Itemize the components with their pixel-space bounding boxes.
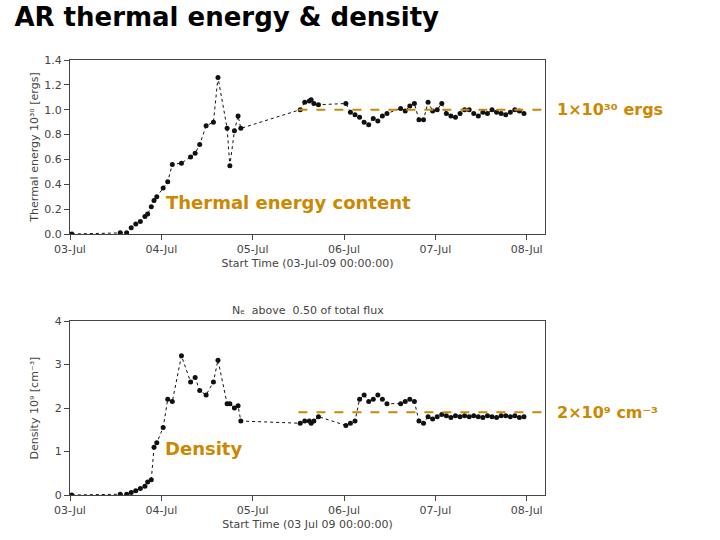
svg-text:07-Jul: 07-Jul: [419, 243, 451, 256]
svg-text:1.0: 1.0: [44, 104, 62, 117]
svg-text:Start Time (03-Jul-09 00:00:00: Start Time (03-Jul-09 00:00:00): [221, 257, 393, 270]
svg-text:06-Jul: 06-Jul: [328, 504, 360, 517]
svg-text:4: 4: [55, 315, 62, 328]
svg-text:03-Jul: 03-Jul: [54, 243, 86, 256]
svg-text:06-Jul: 06-Jul: [328, 243, 360, 256]
svg-text:0.0: 0.0: [44, 228, 62, 241]
svg-text:0: 0: [55, 489, 62, 502]
svg-text:Thermal energy content: Thermal energy content: [166, 192, 411, 213]
svg-text:08-Jul: 08-Jul: [511, 504, 543, 517]
svg-text:Nₑ above 0.50 of total flux: Nₑ above 0.50 of total flux: [232, 304, 384, 317]
svg-text:07-Jul: 07-Jul: [419, 504, 451, 517]
svg-text:05-Jul: 05-Jul: [237, 243, 269, 256]
svg-text:05-Jul: 05-Jul: [237, 504, 269, 517]
svg-text:2×10⁹ cm⁻³: 2×10⁹ cm⁻³: [557, 403, 658, 422]
svg-text:1.4: 1.4: [44, 54, 62, 67]
svg-text:Thermal energy 10³⁰ [ergs]: Thermal energy 10³⁰ [ergs]: [28, 72, 41, 222]
svg-text:AR thermal energy & density: AR thermal energy & density: [14, 2, 439, 32]
svg-text:2: 2: [55, 402, 62, 415]
svg-text:04-Jul: 04-Jul: [145, 504, 177, 517]
svg-text:Density: Density: [165, 438, 242, 459]
svg-text:1.2: 1.2: [44, 79, 62, 92]
svg-text:0.6: 0.6: [44, 153, 62, 166]
svg-text:3: 3: [55, 358, 62, 371]
svg-text:0.8: 0.8: [44, 128, 62, 141]
svg-text:1: 1: [55, 445, 62, 458]
svg-text:03-Jul: 03-Jul: [54, 504, 86, 517]
svg-text:Start Time (03 Jul 09 00:00:00: Start Time (03 Jul 09 00:00:00): [222, 518, 393, 531]
svg-text:1×10³⁰ ergs: 1×10³⁰ ergs: [557, 100, 663, 119]
svg-text:0.4: 0.4: [44, 178, 62, 191]
svg-text:04-Jul: 04-Jul: [145, 243, 177, 256]
svg-text:Density 10⁹ [cm⁻³]: Density 10⁹ [cm⁻³]: [28, 357, 41, 460]
svg-text:08-Jul: 08-Jul: [511, 243, 543, 256]
svg-text:0.2: 0.2: [44, 203, 62, 216]
